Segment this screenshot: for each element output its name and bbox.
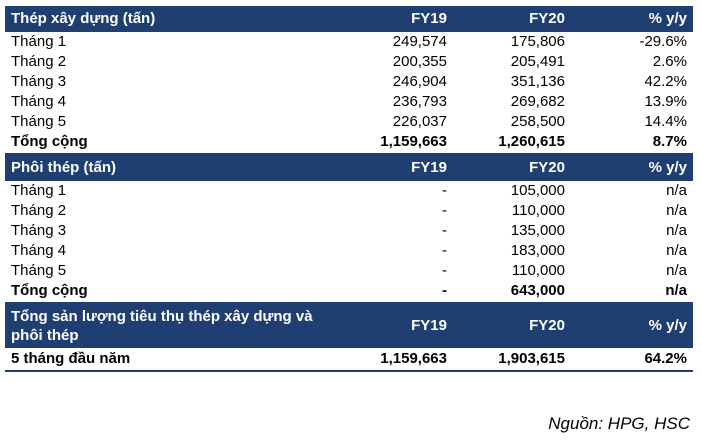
total-label: Tổng cộng	[11, 282, 88, 299]
row-yoy: -29.6%	[639, 33, 687, 50]
row-fy20: 183,000	[510, 242, 565, 259]
row-yoy: 42.2%	[644, 73, 687, 90]
section-header-combined: Tổng sản lượng tiêu thụ thép xây dựng và…	[5, 304, 693, 348]
row-fy20: 258,500	[510, 113, 565, 130]
row-fy20: 175,806	[510, 33, 565, 50]
total-fy19: 1,159,663	[380, 133, 447, 150]
total-fy20: 1,903,615	[498, 350, 565, 367]
table-row: Tháng 4 236,793 269,682 13.9%	[5, 92, 693, 112]
table-row: Tháng 1 249,574 175,806 -29.6%	[5, 32, 693, 52]
row-yoy: n/a	[666, 242, 687, 259]
row-label: Tháng 3	[11, 73, 67, 90]
table-row: Tháng 1 - 105,000 n/a	[5, 181, 693, 201]
total-yoy: n/a	[665, 282, 687, 299]
source-note: Nguồn: HPG, HSC	[548, 414, 690, 433]
row-yoy: n/a	[666, 262, 687, 279]
total-fy20: 1,260,615	[498, 133, 565, 150]
header-yoy: % y/y	[648, 317, 687, 334]
row-fy19: 246,904	[392, 73, 447, 90]
row-fy20: 105,000	[510, 182, 565, 199]
total-fy19: -	[442, 282, 447, 299]
header-fy19: FY19	[411, 317, 447, 334]
row-label: Tháng 3	[11, 222, 67, 239]
row-fy19: -	[442, 182, 447, 199]
header-yoy: % y/y	[648, 10, 687, 27]
header-fy20: FY20	[529, 10, 565, 27]
row-fy19: 249,574	[392, 33, 447, 50]
row-yoy: 2.6%	[652, 53, 687, 70]
row-label: Tháng 4	[11, 93, 67, 110]
header-fy20: FY20	[529, 159, 565, 176]
header-fy19: FY19	[411, 10, 447, 27]
table-row: Tháng 3 - 135,000 n/a	[5, 221, 693, 241]
total-yoy: 64.2%	[644, 350, 687, 367]
row-fy20: 351,136	[510, 73, 565, 90]
table-row: Tháng 2 200,355 205,491 2.6%	[5, 52, 693, 72]
total-yoy: 8.7%	[652, 133, 687, 150]
row-fy20: 135,000	[510, 222, 565, 239]
data-table: Thép xây dựng (tấn) FY19 FY20 % y/y Thán…	[5, 6, 693, 372]
row-label: Tháng 4	[11, 242, 67, 259]
table-row: Tháng 5 - 110,000 n/a	[5, 261, 693, 281]
header-label: Tổng sản lượng tiêu thụ thép xây dựng và…	[11, 308, 313, 344]
header-yoy: % y/y	[648, 159, 687, 176]
total-row: Tổng cộng 1,159,663 1,260,615 8.7%	[5, 132, 693, 155]
row-label: Tháng 2	[11, 202, 67, 219]
row-fy20: 205,491	[510, 53, 565, 70]
total-fy20: 643,000	[510, 282, 565, 299]
row-fy19: 226,037	[392, 113, 447, 130]
header-label: Phôi thép (tấn)	[11, 159, 116, 176]
row-yoy: n/a	[666, 202, 687, 219]
table-row: Tháng 5 226,037 258,500 14.4%	[5, 112, 693, 132]
total-label: 5 tháng đầu năm	[11, 350, 131, 367]
row-label: Tháng 1	[11, 182, 67, 199]
row-fy19: -	[442, 222, 447, 239]
table-row: Tháng 2 - 110,000 n/a	[5, 201, 693, 221]
header-label: Thép xây dựng (tấn)	[11, 10, 156, 27]
row-fy19: -	[442, 202, 447, 219]
row-yoy: n/a	[666, 222, 687, 239]
section-header-construction-steel: Thép xây dựng (tấn) FY19 FY20 % y/y	[5, 6, 693, 32]
row-fy20: 110,000	[511, 262, 565, 279]
row-fy19: 200,355	[392, 53, 447, 70]
total-label: Tổng cộng	[11, 133, 88, 150]
total-row: 5 tháng đầu năm 1,159,663 1,903,615 64.2…	[5, 348, 693, 372]
row-yoy: 14.4%	[644, 113, 687, 130]
row-fy19: -	[442, 262, 447, 279]
row-fy20: 269,682	[510, 93, 565, 110]
total-fy19: 1,159,663	[380, 350, 447, 367]
table-row: Tháng 3 246,904 351,136 42.2%	[5, 72, 693, 92]
section-header-billet: Phôi thép (tấn) FY19 FY20 % y/y	[5, 155, 693, 181]
header-fy20: FY20	[529, 317, 565, 334]
row-fy19: -	[442, 242, 447, 259]
row-yoy: n/a	[666, 182, 687, 199]
row-label: Tháng 2	[11, 53, 67, 70]
row-yoy: 13.9%	[644, 93, 687, 110]
total-row: Tổng cộng - 643,000 n/a	[5, 281, 693, 304]
row-fy20: 110,000	[511, 202, 565, 219]
table-row: Tháng 4 - 183,000 n/a	[5, 241, 693, 261]
row-label: Tháng 5	[11, 113, 67, 130]
row-fy19: 236,793	[392, 93, 447, 110]
header-fy19: FY19	[411, 159, 447, 176]
row-label: Tháng 5	[11, 262, 67, 279]
row-label: Tháng 1	[11, 33, 67, 50]
